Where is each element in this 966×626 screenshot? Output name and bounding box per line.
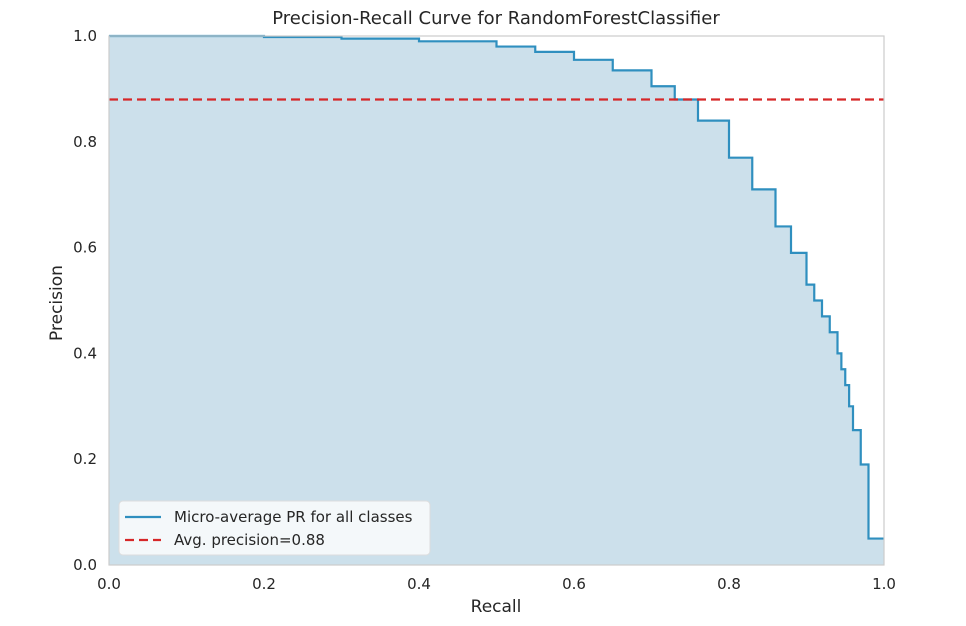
plot-area xyxy=(108,34,885,566)
x-tick-label: 0.6 xyxy=(562,575,586,593)
x-axis-label: Recall xyxy=(471,597,522,617)
y-tick-label: 1.0 xyxy=(73,27,97,45)
legend-label-pr: Micro-average PR for all classes xyxy=(174,508,413,526)
chart-title: Precision-Recall Curve for RandomForestC… xyxy=(272,8,720,29)
x-axis-ticks: 0.0 0.2 0.4 0.6 0.8 1.0 xyxy=(97,575,896,593)
legend: Micro-average PR for all classes Avg. pr… xyxy=(118,500,431,556)
pr-curve-line xyxy=(109,34,884,540)
x-tick-label: 0.2 xyxy=(252,575,276,593)
x-tick-label: 1.0 xyxy=(872,575,896,593)
legend-label-avg: Avg. precision=0.88 xyxy=(174,531,325,549)
x-tick-label: 0.4 xyxy=(407,575,431,593)
y-tick-label: 0.2 xyxy=(73,450,97,468)
y-tick-label: 0.8 xyxy=(73,133,97,151)
y-axis-label: Precision xyxy=(47,265,67,341)
y-axis-ticks: 0.0 0.2 0.4 0.6 0.8 1.0 xyxy=(73,27,97,574)
y-tick-label: 0.6 xyxy=(73,239,97,257)
y-tick-label: 0.4 xyxy=(73,344,97,362)
x-tick-label: 0.8 xyxy=(717,575,741,593)
legend-box xyxy=(118,500,431,556)
x-tick-label: 0.0 xyxy=(97,575,121,593)
y-tick-label: 0.0 xyxy=(73,556,97,574)
pr-curve-fill xyxy=(109,36,884,565)
plot-border xyxy=(108,35,885,566)
